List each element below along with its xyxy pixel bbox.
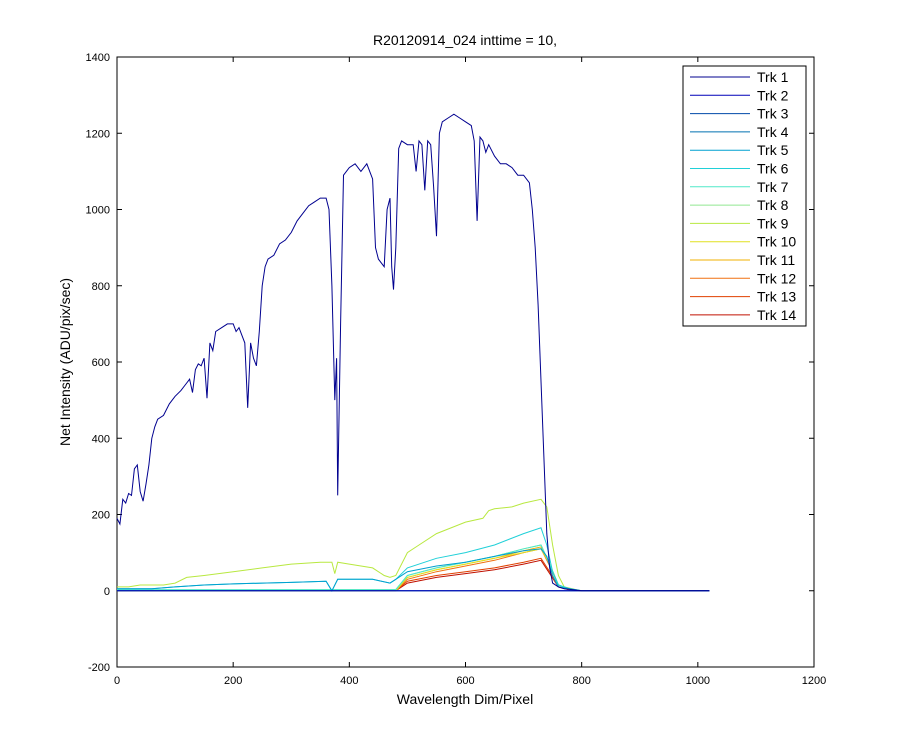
x-tick-label: 0	[114, 675, 120, 687]
x-tick-label: 200	[224, 675, 242, 687]
series-line-trk-9	[117, 498, 710, 592]
y-tick-label: 1200	[86, 128, 110, 140]
legend-label: Trk 14	[757, 307, 796, 323]
series-line-trk-1	[116, 113, 710, 592]
legend-label: Trk 11	[757, 252, 795, 268]
legend-label: Trk 6	[757, 161, 789, 177]
legend-label: Trk 1	[757, 69, 789, 85]
legend-label: Trk 9	[757, 215, 789, 231]
legend-label: Trk 7	[757, 179, 789, 195]
legend-label: Trk 4	[757, 124, 789, 140]
legend-label: Trk 10	[757, 234, 796, 250]
legend-label: Trk 13	[757, 289, 796, 305]
y-tick-label: 400	[92, 433, 110, 445]
y-tick-label: 200	[92, 510, 110, 522]
x-tick-label: 600	[456, 675, 474, 687]
legend: Trk 1 Trk 2 Trk 3 Trk 4 Trk 5 Trk 6 Trk 7 Trk 8…	[682, 65, 807, 327]
x-axis-title: Wavelength Dim/Pixel	[397, 691, 533, 707]
legend-label: Trk 3	[757, 106, 789, 122]
y-tick-label: 800	[92, 281, 110, 293]
y-tick-label: -200	[88, 662, 110, 674]
axis-ticks: 0 200 400 600 800 1000 1200 -200 0 200 400 600 800 10…	[86, 52, 827, 687]
legend-label: Trk 12	[757, 270, 796, 286]
series-group	[116, 113, 710, 592]
y-tick-label: 600	[92, 357, 110, 369]
legend-label: Trk 5	[757, 142, 789, 158]
y-tick-label: 1000	[86, 205, 110, 217]
x-tick-label: 400	[340, 675, 358, 687]
chart-title: R20120914_024 inttime = 10,	[373, 32, 557, 48]
y-axis-title: Net Intensity (ADU/pix/sec)	[57, 278, 73, 446]
x-tick-label: 800	[572, 675, 590, 687]
y-tick-label: 0	[104, 586, 110, 598]
x-tick-label: 1200	[802, 675, 826, 687]
series-line-trk-5	[117, 548, 710, 592]
legend-label: Trk 8	[757, 197, 789, 213]
legend-label: Trk 2	[757, 87, 789, 103]
legend-box	[682, 65, 807, 327]
x-tick-label: 1000	[686, 675, 710, 687]
y-tick-label: 1400	[86, 52, 110, 64]
